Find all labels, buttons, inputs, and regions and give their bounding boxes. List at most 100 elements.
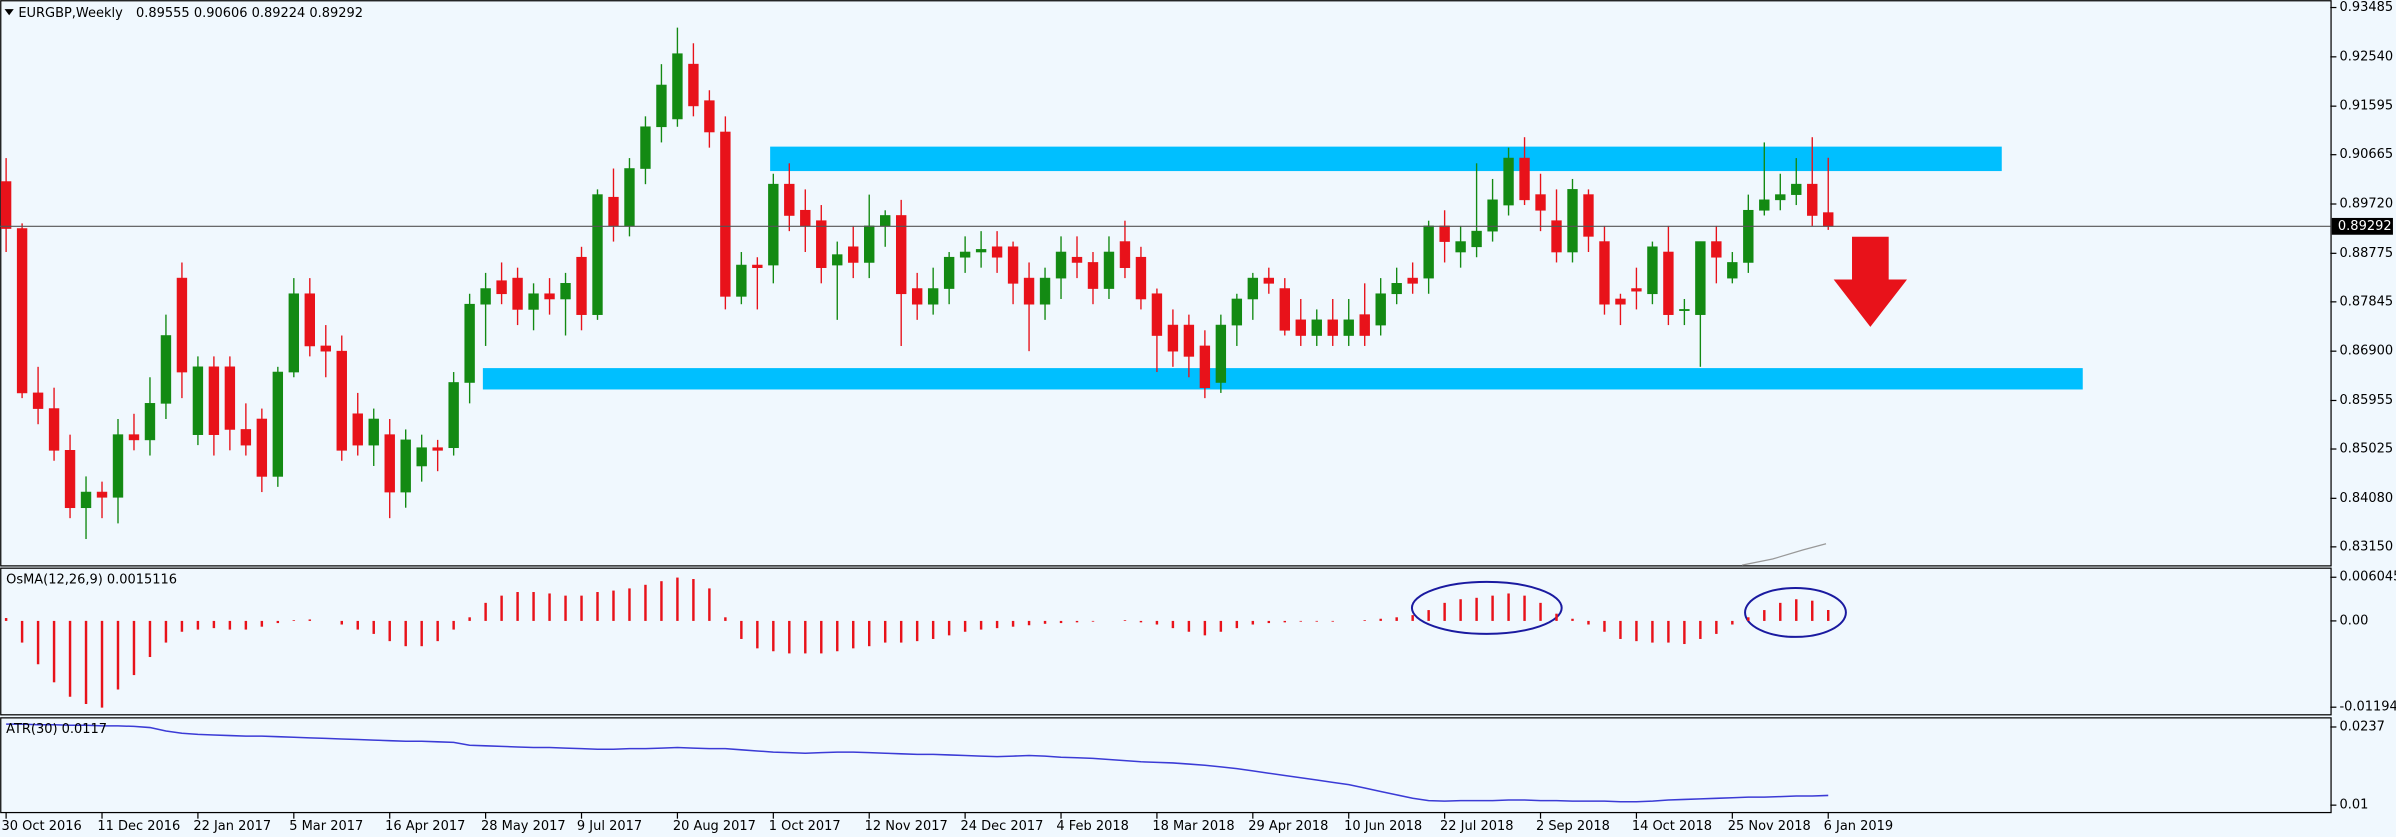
- y-tick-label: 0.85025: [2339, 442, 2393, 457]
- atr-header: ATR(30) 0.0117: [6, 722, 107, 737]
- candle-body: [512, 277, 523, 310]
- candle-body: [1391, 283, 1402, 295]
- resistance-zone: [770, 146, 2002, 172]
- candle-body: [768, 183, 779, 266]
- candle-body: [336, 350, 347, 451]
- candle-body: [544, 293, 555, 300]
- candle-body: [943, 256, 955, 289]
- candle-body: [384, 434, 395, 493]
- candle-body: [1599, 241, 1610, 305]
- candle-body: [1551, 220, 1562, 253]
- candle-body: [144, 403, 156, 441]
- candle-body: [864, 225, 875, 263]
- candle-body: [927, 288, 939, 305]
- candle-body: [704, 100, 715, 133]
- candle-body: [1135, 256, 1147, 300]
- symbol-title: EURGBP,Weekly: [18, 6, 123, 21]
- candle-body: [400, 439, 411, 493]
- x-tick-label: 9 Jul 2017: [577, 819, 642, 834]
- menu-triangle: [4, 9, 14, 16]
- candle-body: [624, 168, 635, 227]
- candle-body: [304, 293, 315, 347]
- close-value: 0.89292: [309, 6, 363, 21]
- atr-title: ATR(30): [6, 722, 57, 737]
- atr-value: 0.0117: [62, 722, 107, 737]
- indicator-line: [6, 723, 1829, 803]
- y-tick-label: 0.0237: [2339, 719, 2384, 734]
- candle-body: [1247, 277, 1259, 300]
- candle-body: [1055, 251, 1067, 279]
- candle-body: [1279, 288, 1290, 331]
- candle-body: [1103, 251, 1115, 289]
- atr-panel-frame: [0, 717, 2332, 814]
- candle-body: [1711, 241, 1722, 258]
- candle-body: [1263, 277, 1275, 284]
- candle-body: [176, 277, 188, 373]
- candle-body: [1679, 309, 1690, 311]
- candle-body: [720, 131, 731, 297]
- open-value: 0.89555: [136, 6, 190, 21]
- x-tick-label: 18 Mar 2018: [1152, 819, 1234, 834]
- down-arrow: [1833, 236, 1908, 327]
- candle-body: [1343, 319, 1354, 336]
- x-tick-label: 16 Apr 2017: [385, 819, 465, 834]
- candle-body: [64, 450, 76, 509]
- x-tick-label: 29 Apr 2018: [1248, 819, 1328, 834]
- main-panel-frame: [0, 0, 2332, 567]
- y-tick-label: 0.85955: [2339, 393, 2393, 408]
- candle-body: [496, 280, 507, 295]
- y-tick-label: -0.0119457: [2339, 700, 2396, 715]
- candle-body: [1023, 277, 1035, 305]
- candle-body: [80, 491, 92, 509]
- candle-body: [1647, 246, 1658, 295]
- candle-body: [320, 345, 331, 352]
- x-tick-label: 11 Dec 2016: [97, 819, 180, 834]
- y-tick-label: 0.00: [2339, 613, 2368, 628]
- candle-body: [1743, 209, 1754, 263]
- candle-body: [288, 293, 300, 373]
- candle-body: [1663, 251, 1674, 315]
- candle-body: [416, 447, 427, 467]
- candle-body: [528, 293, 539, 310]
- candle-body: [96, 491, 108, 498]
- candle-body: [1759, 199, 1770, 211]
- x-tick-label: 12 Nov 2017: [865, 819, 948, 834]
- candle-body: [800, 209, 811, 227]
- candle-body: [1071, 256, 1083, 263]
- y-tick-label: 0.92540: [2339, 49, 2393, 64]
- candle-body: [1631, 288, 1642, 292]
- candle-body: [1775, 194, 1786, 201]
- x-tick-label: 10 Jun 2018: [1344, 819, 1422, 834]
- candle-body: [672, 53, 683, 120]
- candle-body: [160, 335, 172, 404]
- moving-average-line: [1741, 543, 1827, 566]
- candle-body: [192, 366, 204, 435]
- candle-body: [752, 264, 763, 268]
- y-tick-label: 0.89720: [2339, 197, 2393, 212]
- candle-body: [1615, 298, 1626, 305]
- candle-body: [224, 366, 236, 430]
- high-value: 0.90606: [194, 6, 248, 21]
- candle-body: [48, 408, 60, 451]
- osma-panel-frame: [0, 567, 2332, 716]
- highlight-ellipse: [1410, 580, 1563, 635]
- x-tick-label: 22 Jul 2018: [1440, 819, 1513, 834]
- x-tick-label: 1 Oct 2017: [769, 819, 841, 834]
- osma-value: 0.0015116: [107, 572, 177, 587]
- x-tick-label: 4 Feb 2018: [1056, 819, 1128, 834]
- candle-body: [432, 447, 443, 451]
- candle-body: [975, 249, 987, 253]
- candle-body: [1407, 277, 1418, 284]
- candle-body: [1583, 194, 1594, 237]
- candle-body: [240, 429, 252, 446]
- candle-body: [1039, 277, 1051, 305]
- x-tick-label: 20 Aug 2017: [673, 819, 756, 834]
- candle-body: [480, 288, 491, 305]
- x-tick-label: 6 Jan 2019: [1824, 819, 1894, 834]
- candle-body: [352, 413, 363, 446]
- y-tick-label: 0.90665: [2339, 147, 2393, 162]
- candle-body: [16, 228, 28, 394]
- price-label: 0.89292: [2338, 219, 2392, 234]
